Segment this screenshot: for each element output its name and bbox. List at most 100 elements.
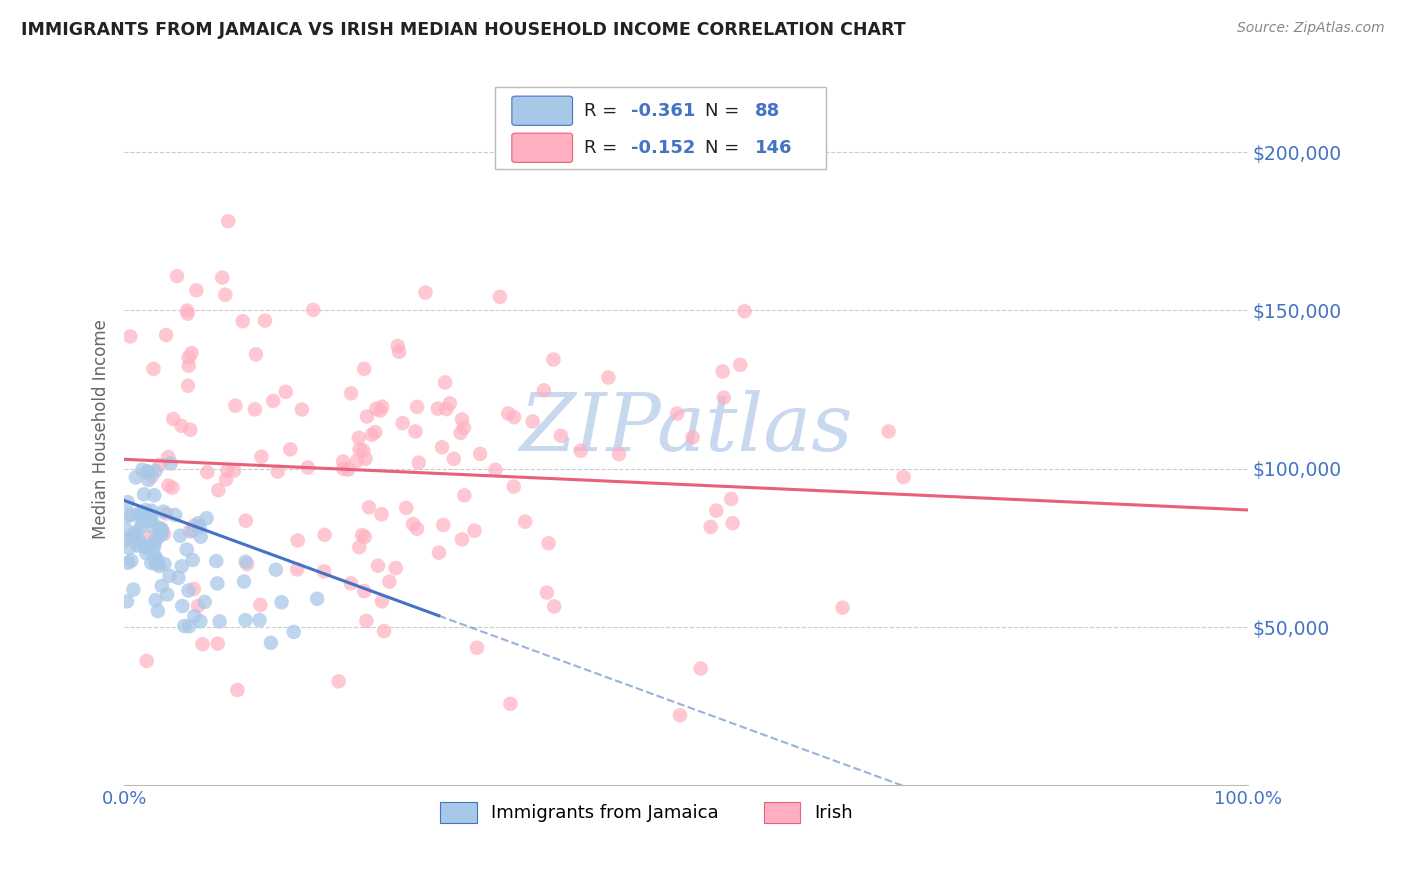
- Point: [387, 339, 409, 353]
- Point: [352, 443, 374, 458]
- Text: IMMIGRANTS FROM JAMAICA VS IRISH MEDIAN HOUSEHOLD INCOME CORRELATION CHART: IMMIGRANTS FROM JAMAICA VS IRISH MEDIAN …: [21, 21, 905, 38]
- Text: 146: 146: [755, 139, 792, 157]
- Point: [249, 598, 271, 612]
- Point: [537, 536, 560, 550]
- Point: [117, 556, 139, 570]
- Point: [155, 328, 177, 343]
- Point: [499, 697, 522, 711]
- Point: [190, 530, 212, 544]
- Point: [711, 364, 734, 378]
- Point: [183, 518, 205, 533]
- Point: [142, 361, 165, 376]
- Point: [371, 400, 394, 414]
- Point: [536, 585, 558, 599]
- Point: [186, 283, 208, 297]
- Point: [162, 481, 184, 495]
- Point: [489, 290, 512, 304]
- Point: [131, 507, 153, 521]
- Point: [132, 514, 155, 528]
- Point: [287, 533, 309, 548]
- Point: [145, 464, 167, 478]
- Point: [245, 347, 267, 361]
- Point: [262, 394, 284, 409]
- Point: [149, 458, 172, 472]
- Point: [145, 557, 167, 571]
- Point: [264, 563, 287, 577]
- Point: [194, 595, 217, 609]
- Point: [141, 519, 163, 533]
- Point: [434, 376, 457, 390]
- Point: [172, 599, 194, 613]
- Text: R =: R =: [583, 102, 623, 120]
- Point: [395, 500, 418, 515]
- Point: [143, 533, 166, 548]
- Point: [720, 491, 742, 506]
- Point: [120, 508, 142, 523]
- Point: [162, 412, 184, 426]
- Point: [689, 661, 711, 675]
- Point: [291, 402, 314, 417]
- Point: [450, 425, 472, 440]
- Point: [165, 508, 187, 522]
- Point: [157, 450, 180, 464]
- Point: [122, 582, 145, 597]
- Point: [114, 533, 136, 548]
- Point: [434, 402, 457, 417]
- Point: [522, 414, 544, 428]
- Point: [132, 487, 155, 501]
- Point: [195, 465, 218, 479]
- Point: [439, 396, 461, 410]
- Point: [550, 429, 572, 443]
- Point: [129, 534, 152, 549]
- Point: [364, 425, 387, 440]
- Point: [179, 423, 201, 437]
- Point: [340, 576, 363, 591]
- Point: [484, 463, 506, 477]
- Point: [145, 593, 167, 607]
- Point: [207, 483, 229, 497]
- Point: [405, 425, 427, 439]
- Point: [451, 533, 474, 547]
- Point: [426, 401, 449, 416]
- Point: [170, 559, 193, 574]
- Point: [150, 522, 173, 536]
- Point: [159, 457, 181, 471]
- Point: [297, 460, 319, 475]
- Point: [713, 391, 735, 405]
- Point: [136, 466, 159, 480]
- Point: [443, 451, 465, 466]
- Point: [349, 442, 371, 457]
- Point: [121, 530, 143, 544]
- Point: [146, 604, 169, 618]
- Point: [236, 557, 259, 571]
- Point: [274, 384, 297, 399]
- Point: [169, 529, 191, 543]
- Point: [207, 636, 229, 650]
- Point: [120, 554, 142, 568]
- Point: [402, 517, 425, 532]
- Point: [191, 637, 214, 651]
- Point: [502, 479, 524, 493]
- Point: [278, 442, 301, 457]
- Point: [148, 559, 170, 574]
- Point: [136, 530, 159, 544]
- FancyBboxPatch shape: [512, 133, 572, 162]
- Point: [132, 507, 155, 521]
- Point: [150, 523, 173, 537]
- Point: [148, 521, 170, 535]
- Point: [173, 619, 195, 633]
- Point: [176, 542, 198, 557]
- Point: [340, 386, 363, 401]
- Point: [224, 399, 246, 413]
- Point: [115, 594, 138, 608]
- Point: [180, 346, 202, 360]
- Point: [465, 640, 488, 655]
- Point: [166, 269, 188, 284]
- FancyBboxPatch shape: [495, 87, 827, 169]
- Point: [129, 520, 152, 534]
- Point: [669, 708, 692, 723]
- Point: [125, 470, 148, 484]
- Point: [215, 473, 238, 487]
- Point: [176, 303, 198, 318]
- Text: R =: R =: [583, 139, 623, 157]
